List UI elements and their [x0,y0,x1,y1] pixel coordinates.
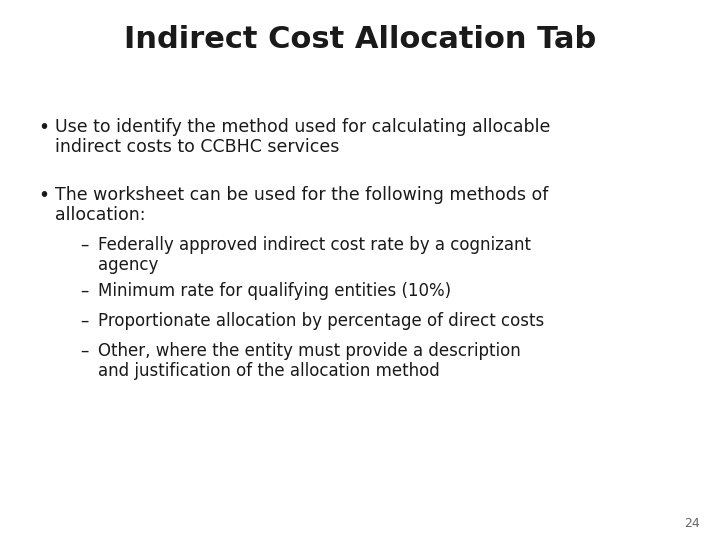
Text: Indirect Cost Allocation Tab: Indirect Cost Allocation Tab [124,25,596,55]
Text: indirect costs to CCBHC services: indirect costs to CCBHC services [55,138,339,156]
Text: Minimum rate for qualifying entities (10%): Minimum rate for qualifying entities (10… [98,282,451,300]
Text: Other, where the entity must provide a description: Other, where the entity must provide a d… [98,342,521,360]
Text: –: – [80,236,89,254]
Text: 24: 24 [684,517,700,530]
Text: agency: agency [98,256,158,274]
Text: Federally approved indirect cost rate by a cognizant: Federally approved indirect cost rate by… [98,236,531,254]
Text: –: – [80,312,89,330]
Text: The worksheet can be used for the following methods of: The worksheet can be used for the follow… [55,186,549,204]
Text: Proportionate allocation by percentage of direct costs: Proportionate allocation by percentage o… [98,312,544,330]
Text: Use to identify the method used for calculating allocable: Use to identify the method used for calc… [55,118,550,136]
Text: •: • [38,186,49,205]
Text: –: – [80,282,89,300]
Text: –: – [80,342,89,360]
Text: •: • [38,118,49,137]
Text: and justification of the allocation method: and justification of the allocation meth… [98,362,440,380]
Text: allocation:: allocation: [55,206,145,224]
